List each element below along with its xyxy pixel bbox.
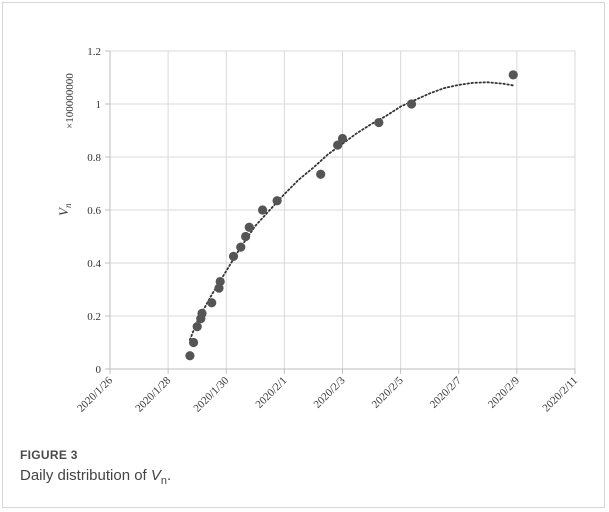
data-point (406, 99, 417, 109)
y-tick-label: 1.2 (87, 46, 101, 58)
figure-caption: Daily distribution of Vn. (20, 467, 171, 487)
scatter-chart: 00.20.40.60.811.2 2020/1/26 2020/1/28 2020… (56, 46, 580, 415)
figure-label: FIGURE 3 (20, 448, 78, 462)
y-tick-label: 0.2 (87, 311, 101, 323)
y-tick-label: 0.6 (87, 205, 101, 217)
figure-frame (2, 2, 605, 508)
data-point (257, 205, 268, 215)
data-points (185, 70, 518, 361)
data-point (185, 351, 195, 361)
x-tick-label: 2020/2/3 (311, 374, 347, 410)
y-tick-label: 1 (96, 99, 102, 111)
x-tick-labels: 2020/1/26 2020/1/28 2020/1/30 2020/2/1 2020/… (75, 374, 580, 414)
data-point (508, 70, 518, 80)
data-point (374, 117, 384, 128)
data-point (197, 308, 207, 318)
data-point (192, 322, 202, 332)
data-point (316, 169, 326, 179)
caption-math-sub: n (160, 475, 168, 487)
data-point (337, 133, 348, 144)
data-point (241, 231, 251, 242)
data-point (207, 298, 217, 308)
x-tick-label: 2020/1/26 (75, 374, 115, 414)
caption-math-var: V (150, 467, 161, 484)
y-tick-label: 0 (96, 364, 102, 376)
data-point (272, 196, 282, 206)
x-tick-label: 2020/2/5 (370, 374, 406, 410)
y-multiplier-label: ×100000000 (64, 73, 76, 129)
x-tick-label: 2020/1/28 (133, 374, 173, 414)
caption-prefix: Daily distribution of (20, 467, 151, 484)
y-tick-label: 0.8 (87, 152, 101, 164)
x-tick-label: 2020/2/7 (428, 374, 464, 410)
x-tick-label: 2020/1/30 (191, 374, 231, 414)
data-point (333, 140, 343, 150)
grid-lines (109, 50, 576, 369)
axes (105, 50, 576, 374)
trendline (189, 81, 515, 341)
y-axis-label: Vn (56, 203, 73, 216)
x-tick-label: 2020/2/1 (253, 375, 289, 411)
x-tick-label: 2020/2/11 (540, 375, 580, 415)
data-point (236, 242, 246, 252)
y-tick-label: 0.4 (87, 258, 101, 270)
caption-suffix: . (167, 467, 172, 484)
x-tick-label: 2020/2/9 (486, 374, 522, 410)
data-point (244, 222, 254, 232)
y-tick-labels: 0 0.2 0.4 0.6 0.8 1 1.2 (87, 46, 101, 376)
data-point (228, 251, 239, 261)
data-point (215, 276, 225, 287)
data-point (188, 337, 199, 348)
